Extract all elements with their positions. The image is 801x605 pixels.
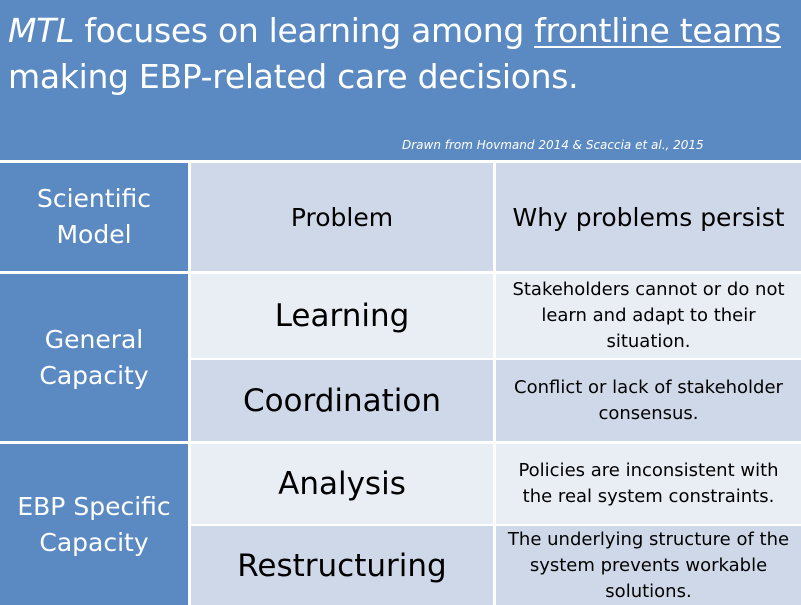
title-underlined: frontline teams <box>534 11 782 50</box>
group-label-ebp: EBP Specific Capacity <box>0 444 188 605</box>
slide-header: MTL focuses on learning among frontline … <box>0 0 801 160</box>
problem-restructuring: Restructuring <box>191 526 493 605</box>
problem-learning: Learning <box>191 274 493 358</box>
group-label-general: General Capacity <box>0 274 188 441</box>
problem-analysis: Analysis <box>191 444 493 524</box>
why-restructuring: The underlying structure of the system p… <box>496 526 801 605</box>
header-why-persist: Why problems persist <box>496 163 801 271</box>
problem-coordination: Coordination <box>191 360 493 441</box>
slide-title: MTL focuses on learning among frontline … <box>8 8 793 100</box>
capacity-table: Scientific Model Problem Why problems pe… <box>0 160 801 605</box>
header-problem: Problem <box>191 163 493 271</box>
title-mtl: MTL <box>8 11 75 50</box>
title-text-2: making EBP-related care decisions. <box>8 57 579 96</box>
why-analysis: Policies are inconsistent with the real … <box>496 444 801 524</box>
title-text-1: focuses on learning among <box>74 11 535 50</box>
why-learning: Stakeholders cannot or do not learn and … <box>496 274 801 358</box>
source-citation: Drawn from Hovmand 2014 & Scaccia et al.… <box>402 138 704 152</box>
header-scientific-model: Scientific Model <box>0 163 188 271</box>
why-coordination: Conflict or lack of stakeholder consensu… <box>496 360 801 441</box>
